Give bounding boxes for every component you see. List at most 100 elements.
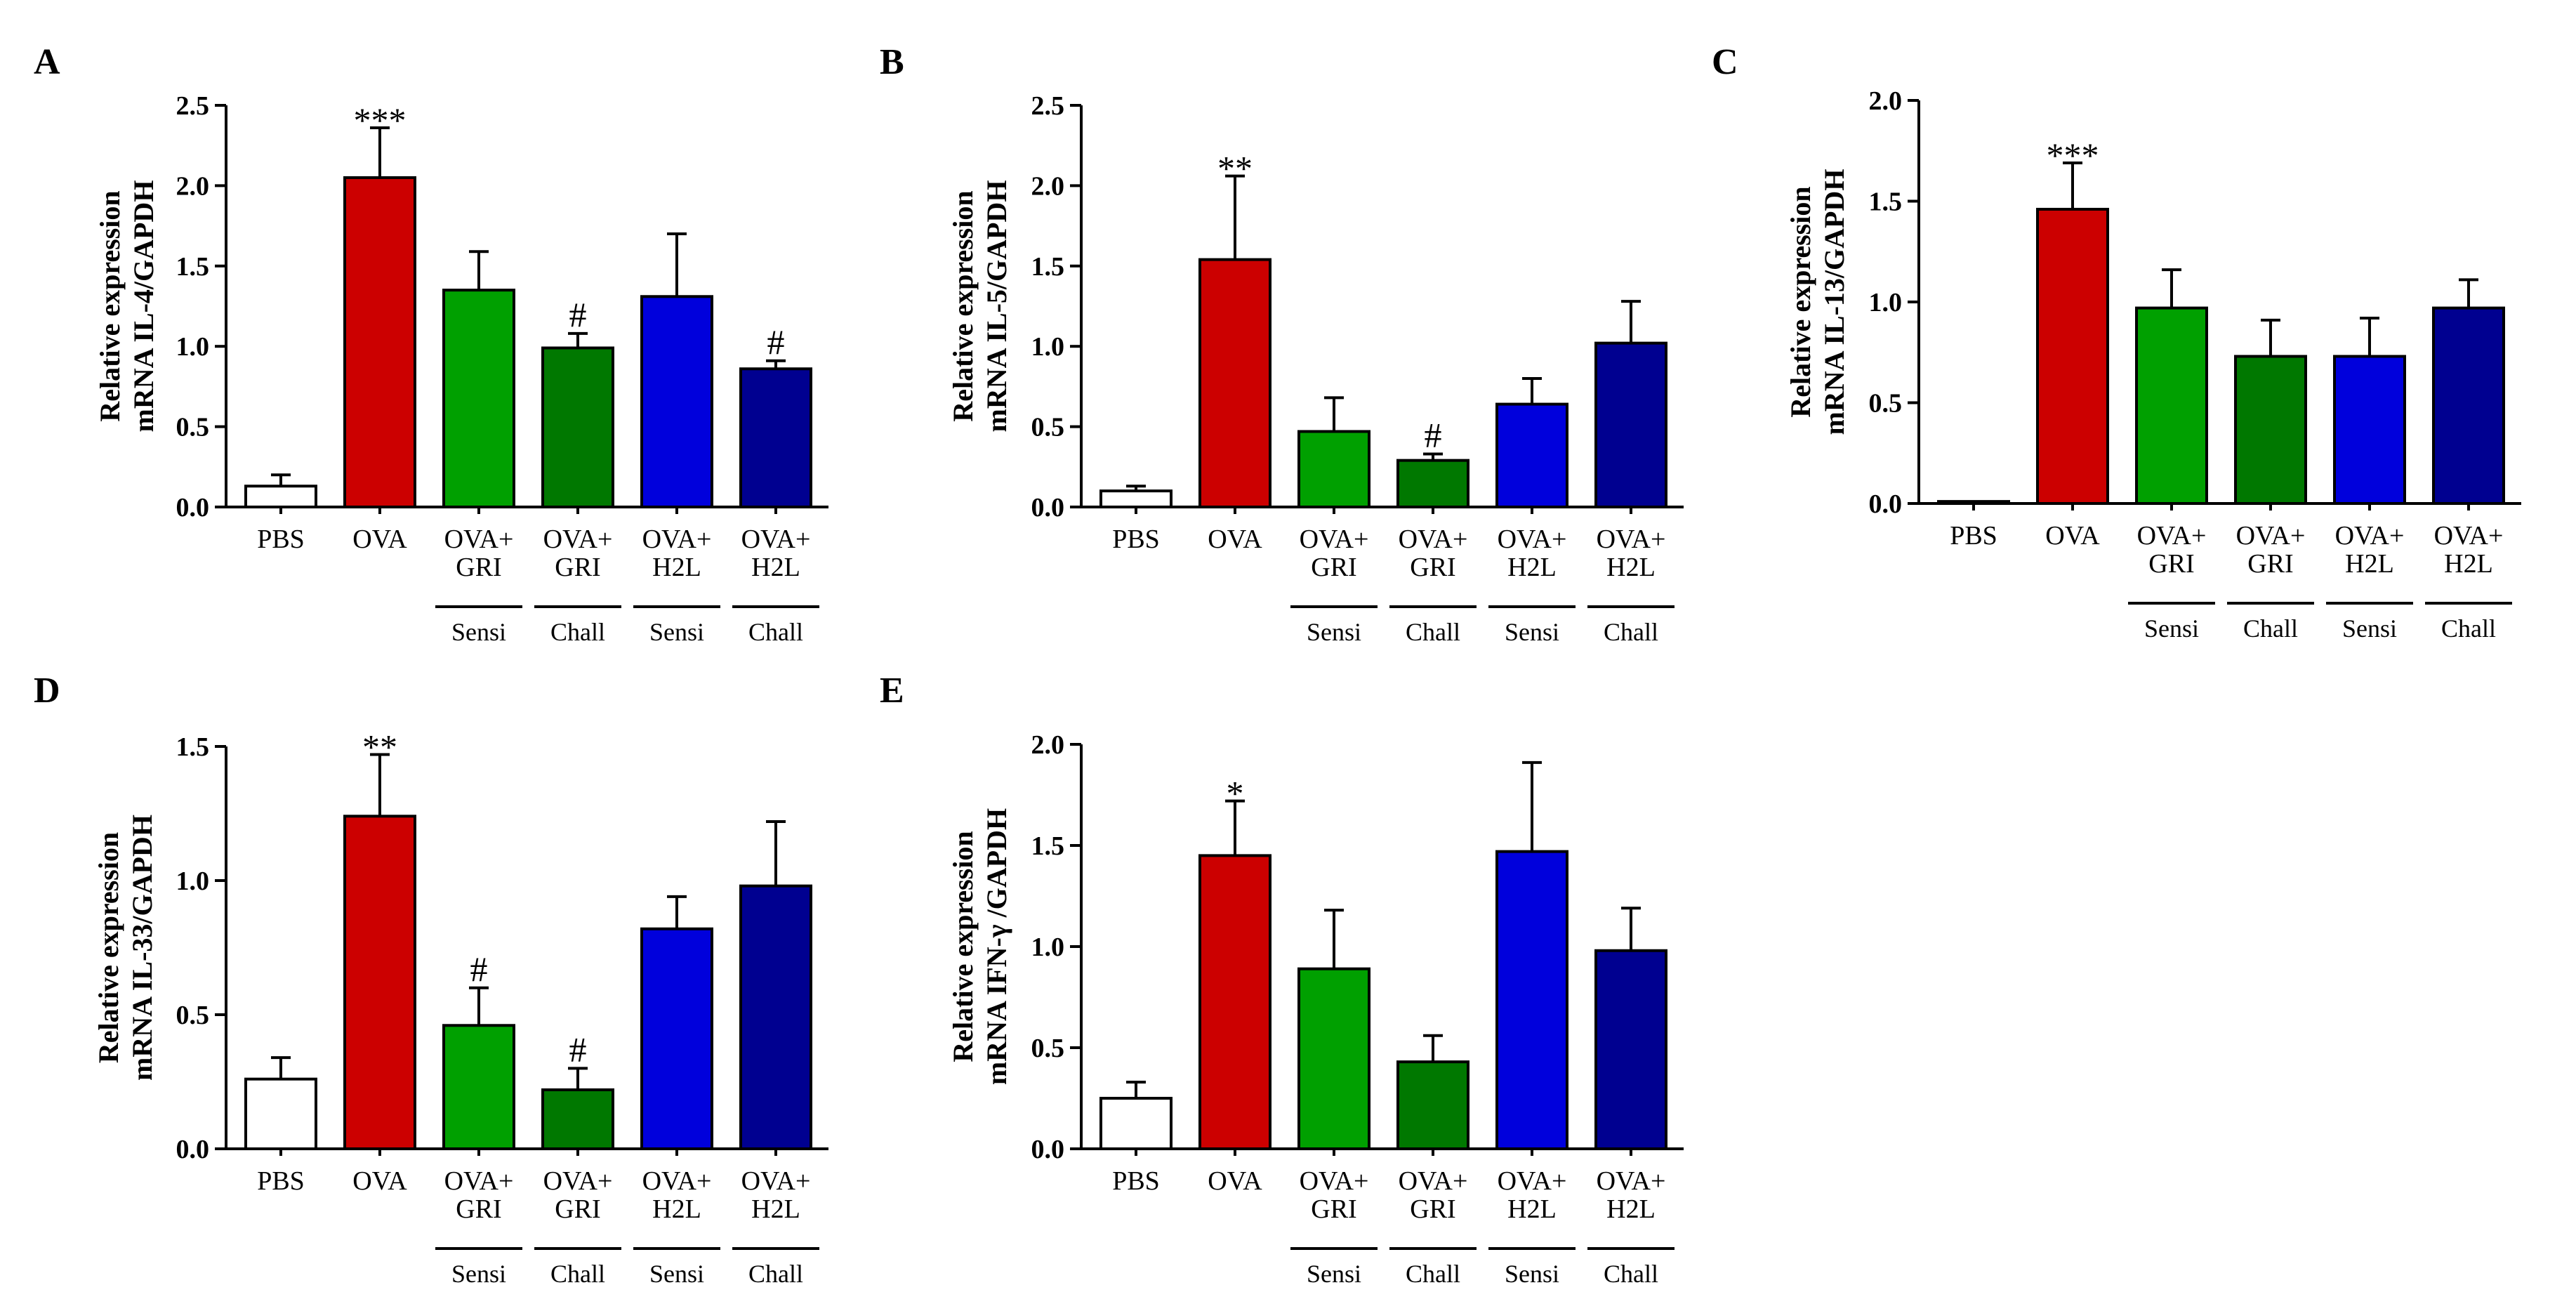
category-label: GRI — [1410, 1194, 1455, 1224]
chart-panel-E: E Relative expression mRNA IFN-γ /GAPDH 0.0… — [880, 671, 1684, 1288]
y-tick-label: 0.0 — [176, 1135, 210, 1164]
category-label: H2L — [1507, 553, 1557, 582]
y-axis-title: mRNA IL-33/GAPDH — [126, 815, 158, 1081]
chart-panel-C: C Relative expression mRNA IL-13/GAPDH 0.0 0… — [1712, 42, 2521, 643]
group-label: Chall — [550, 1260, 605, 1288]
y-tick-label: 2.0 — [176, 171, 210, 201]
bar — [244, 1077, 317, 1151]
category-label: PBS — [1950, 521, 1997, 551]
panel-label: D — [34, 671, 60, 711]
category-label: OVA+ — [2137, 521, 2207, 551]
y-tick-label: 0.5 — [1031, 413, 1065, 442]
group-label: Sensi — [1505, 618, 1559, 646]
group-label: Chall — [1604, 1260, 1658, 1288]
y-tick-label: 2.5 — [1031, 91, 1065, 121]
category-label: OVA — [352, 525, 407, 554]
bar — [1198, 854, 1272, 1151]
significance-marker: # — [569, 295, 587, 334]
y-tick-label: 1.0 — [1031, 332, 1065, 362]
chart-panel-D: D Relative expression mRNA IL-33/GAPDH 0.0 0… — [34, 671, 828, 1288]
bar — [1495, 850, 1568, 1150]
category-label: GRI — [2148, 549, 2194, 579]
y-axis-title: mRNA IL-4/GAPDH — [128, 180, 159, 433]
group-label: Chall — [748, 1260, 803, 1288]
bar — [244, 485, 317, 508]
significance-marker: *** — [2047, 136, 2099, 175]
group-label: Chall — [1604, 618, 1658, 646]
group-label: Chall — [550, 618, 605, 646]
bar — [1297, 967, 1370, 1151]
y-tick-label: 0.0 — [1031, 493, 1065, 522]
y-tick-label: 1.5 — [1031, 252, 1065, 282]
significance-marker: *** — [354, 100, 407, 140]
category-label: GRI — [1311, 1194, 1356, 1224]
category-label: H2L — [1606, 553, 1656, 582]
group-label: Chall — [2243, 614, 2298, 643]
group-label: Sensi — [1307, 618, 1361, 646]
category-label: OVA+ — [1597, 525, 1666, 554]
bar — [1198, 258, 1272, 508]
category-label: H2L — [751, 553, 800, 582]
y-tick-label: 1.0 — [1869, 288, 1903, 317]
category-label: GRI — [555, 553, 600, 582]
panel-label: A — [34, 42, 60, 82]
y-axis-title: Relative expression — [947, 190, 979, 421]
chart-panel-B: B Relative expression mRNA IL-5/GAPDH 0.0 0.… — [880, 42, 1684, 646]
significance-marker: # — [1425, 415, 1442, 454]
bar — [1396, 1060, 1469, 1151]
category-label: H2L — [1507, 1194, 1557, 1224]
category-label: OVA+ — [741, 1166, 811, 1196]
group-label: Sensi — [451, 1260, 506, 1288]
significance-marker: # — [569, 1029, 587, 1069]
category-label: OVA+ — [543, 525, 613, 554]
significance-marker: * — [1227, 774, 1244, 813]
y-tick-label: 0.0 — [176, 493, 210, 522]
category-label: PBS — [1112, 525, 1160, 554]
bar — [2333, 355, 2406, 505]
category-label: OVA — [1208, 525, 1262, 554]
y-tick-label: 0.5 — [176, 413, 210, 442]
y-tick-label: 0.5 — [1869, 389, 1903, 419]
y-tick-label: 2.5 — [176, 91, 210, 121]
category-label: H2L — [1606, 1194, 1656, 1224]
category-label: GRI — [555, 1194, 600, 1224]
y-tick-label: 1.5 — [176, 732, 210, 762]
group-label: Sensi — [2144, 614, 2199, 643]
category-label: H2L — [652, 1194, 701, 1224]
group-label: Sensi — [451, 618, 506, 646]
bar — [739, 367, 812, 508]
category-label: OVA+ — [642, 525, 712, 554]
group-label: Sensi — [1505, 1260, 1559, 1288]
category-label: OVA+ — [2434, 521, 2504, 551]
y-axis-title: Relative expression — [947, 831, 979, 1062]
y-tick-label: 0.0 — [1031, 1135, 1065, 1164]
bar — [640, 927, 713, 1150]
category-label: OVA — [1208, 1166, 1262, 1196]
significance-marker: ** — [362, 727, 397, 766]
category-label: PBS — [257, 1166, 305, 1196]
bar — [1495, 402, 1568, 508]
bar — [541, 346, 614, 508]
bar — [640, 295, 713, 508]
category-label: OVA — [2045, 521, 2100, 551]
y-tick-label: 0.5 — [176, 1001, 210, 1030]
y-tick-label: 1.0 — [1031, 933, 1065, 962]
bar — [541, 1088, 614, 1150]
y-axis-title: Relative expression — [93, 832, 124, 1063]
category-label: OVA+ — [1498, 1166, 1567, 1196]
bar — [2432, 306, 2505, 505]
panel-label: B — [880, 42, 904, 82]
group-label: Sensi — [649, 1260, 704, 1288]
bar — [1594, 341, 1667, 508]
bar — [442, 1024, 515, 1151]
significance-marker: # — [767, 322, 785, 362]
category-label: OVA+ — [543, 1166, 613, 1196]
category-label: OVA+ — [1597, 1166, 1666, 1196]
bar — [739, 884, 812, 1150]
category-label: PBS — [257, 525, 305, 554]
group-label: Sensi — [1307, 1260, 1361, 1288]
y-tick-label: 0.5 — [1031, 1034, 1065, 1063]
category-label: OVA+ — [1300, 525, 1369, 554]
y-tick-label: 1.5 — [1869, 187, 1903, 217]
